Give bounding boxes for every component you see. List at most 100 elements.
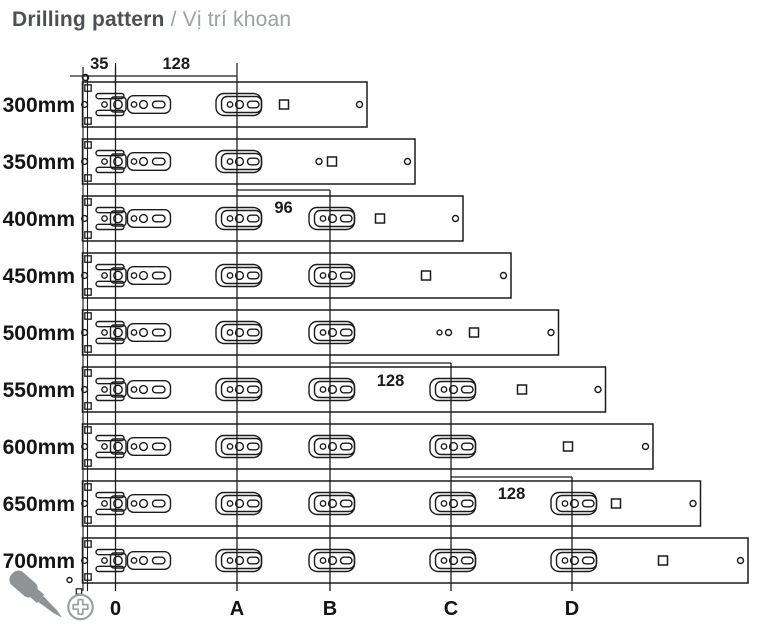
oblong-hole xyxy=(246,442,260,451)
oblong-hole xyxy=(151,385,166,394)
round-hole xyxy=(226,215,234,222)
slot-top xyxy=(95,548,125,556)
round-hole xyxy=(448,555,459,566)
round-hole xyxy=(130,158,138,165)
end-round-hole xyxy=(594,385,602,394)
round-hole xyxy=(138,213,149,224)
slot-bottom xyxy=(95,565,125,573)
slot-top xyxy=(95,263,125,271)
extra-round-hole xyxy=(436,329,443,336)
rail-body xyxy=(81,81,368,128)
round-hole xyxy=(113,327,123,338)
square-hole xyxy=(516,384,528,395)
row-label-500mm: 500mm xyxy=(3,322,75,345)
round-hole xyxy=(113,441,123,452)
rail-body xyxy=(81,537,749,584)
round-hole xyxy=(440,500,448,507)
round-hole xyxy=(101,101,108,108)
round-hole xyxy=(448,384,459,395)
round-hole xyxy=(130,443,138,450)
rail-row-300mm xyxy=(80,81,368,128)
dimension-label: 128 xyxy=(377,372,405,390)
screw-slot-group xyxy=(215,92,263,117)
round-hole xyxy=(130,101,138,108)
round-hole xyxy=(226,158,234,165)
round-hole xyxy=(130,557,138,564)
round-hole xyxy=(319,329,327,336)
row-label-600mm: 600mm xyxy=(3,436,75,459)
rail-row-650mm xyxy=(80,480,702,527)
cam-box xyxy=(109,210,127,227)
small-square-mark xyxy=(75,588,83,595)
screw-slot-group xyxy=(308,491,356,516)
round-hole xyxy=(319,386,327,393)
slot-top xyxy=(95,92,125,100)
oblong-hole xyxy=(246,157,260,166)
round-hole xyxy=(234,270,245,281)
oblong-hole xyxy=(151,157,166,166)
round-hole xyxy=(101,158,108,165)
round-hole xyxy=(234,327,245,338)
round-hole xyxy=(569,555,580,566)
axis-label-B: B xyxy=(323,598,337,620)
round-hole xyxy=(130,272,138,279)
oblong-hole xyxy=(151,556,166,565)
round-hole xyxy=(234,99,245,110)
round-hole xyxy=(440,386,448,393)
screw-slot-group xyxy=(429,491,477,516)
round-hole xyxy=(226,557,234,564)
slot-inner xyxy=(434,494,477,513)
round-hole xyxy=(327,555,338,566)
round-hole xyxy=(448,498,459,509)
rail-body xyxy=(81,480,702,527)
round-hole xyxy=(113,384,123,395)
square-hole xyxy=(657,555,669,566)
round-hole xyxy=(234,498,245,509)
title-separator: / xyxy=(164,8,183,31)
cam-box xyxy=(109,552,127,569)
slot-module xyxy=(126,151,172,171)
front-screw-cluster xyxy=(95,206,172,231)
end-round-hole xyxy=(355,100,364,109)
slot-inner xyxy=(313,323,356,342)
rail-row-400mm xyxy=(80,195,464,242)
cam-box xyxy=(109,324,127,341)
front-screw-cluster xyxy=(95,263,172,288)
slot-inner xyxy=(434,551,477,570)
oblong-hole xyxy=(151,328,166,337)
square-hole xyxy=(468,327,480,338)
cam-box xyxy=(109,153,127,170)
front-screw-cluster xyxy=(95,320,172,345)
extra-round-hole xyxy=(315,157,323,166)
row-label-650mm: 650mm xyxy=(3,493,75,516)
oblong-hole xyxy=(460,499,474,508)
front-screw-cluster xyxy=(95,548,172,573)
round-hole xyxy=(226,272,234,279)
oblong-hole xyxy=(246,328,260,337)
round-hole xyxy=(101,557,108,564)
round-hole xyxy=(319,500,327,507)
oblong-hole xyxy=(460,385,474,394)
title-vietnamese: Vị trí khoan xyxy=(182,8,292,31)
round-hole xyxy=(327,384,338,395)
round-hole xyxy=(138,156,149,167)
round-hole xyxy=(101,386,108,393)
square-hole xyxy=(562,441,574,452)
screw-slot-group xyxy=(215,149,263,174)
round-hole xyxy=(138,99,149,110)
round-hole xyxy=(234,441,245,452)
page-title: Drilling pattern / Vị trí khoan xyxy=(12,8,291,32)
slot-inner xyxy=(220,380,263,399)
slot-module xyxy=(126,437,172,457)
end-round-hole xyxy=(547,328,555,337)
slot-inner xyxy=(434,437,477,456)
screw-slot-group xyxy=(215,206,263,231)
end-round-hole xyxy=(689,499,697,508)
slot-top xyxy=(95,149,125,157)
row-label-700mm: 700mm xyxy=(3,550,75,573)
round-hole xyxy=(234,555,245,566)
slot-top xyxy=(95,206,125,214)
oblong-hole xyxy=(151,271,166,280)
small-round-mark xyxy=(66,576,73,584)
round-hole xyxy=(327,498,338,509)
